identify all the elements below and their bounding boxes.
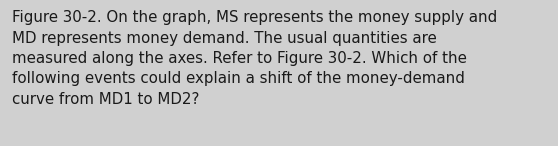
Text: Figure 30-2. On the graph, MS represents the money supply and
MD represents mone: Figure 30-2. On the graph, MS represents… bbox=[12, 10, 498, 107]
